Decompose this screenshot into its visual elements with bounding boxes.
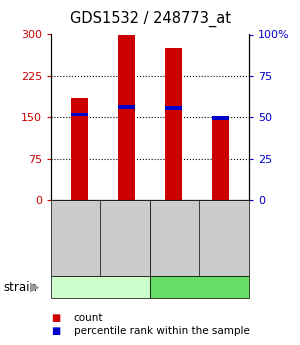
Bar: [71, 112, 88, 117]
Text: ▶: ▶: [30, 281, 39, 294]
Bar: [118, 106, 135, 109]
Text: strain: strain: [3, 281, 37, 294]
Bar: [165, 48, 182, 200]
Text: GDS1532 / 248773_at: GDS1532 / 248773_at: [70, 11, 230, 27]
Text: ■: ■: [51, 326, 60, 336]
Text: GSM45231: GSM45231: [170, 211, 180, 265]
Text: percentile rank within the sample: percentile rank within the sample: [74, 326, 249, 336]
Text: count: count: [74, 313, 103, 323]
Bar: [165, 106, 182, 110]
Text: GSM45208: GSM45208: [71, 211, 81, 265]
Bar: [212, 117, 229, 120]
Text: GSM45278: GSM45278: [219, 211, 229, 265]
Bar: [118, 34, 135, 200]
Text: AOX anti-sense: AOX anti-sense: [157, 282, 242, 292]
Text: wild-type: wild-type: [75, 282, 126, 292]
Bar: [71, 98, 88, 200]
Bar: [212, 116, 229, 200]
Text: ■: ■: [51, 313, 60, 323]
Text: GSM45209: GSM45209: [120, 211, 130, 265]
